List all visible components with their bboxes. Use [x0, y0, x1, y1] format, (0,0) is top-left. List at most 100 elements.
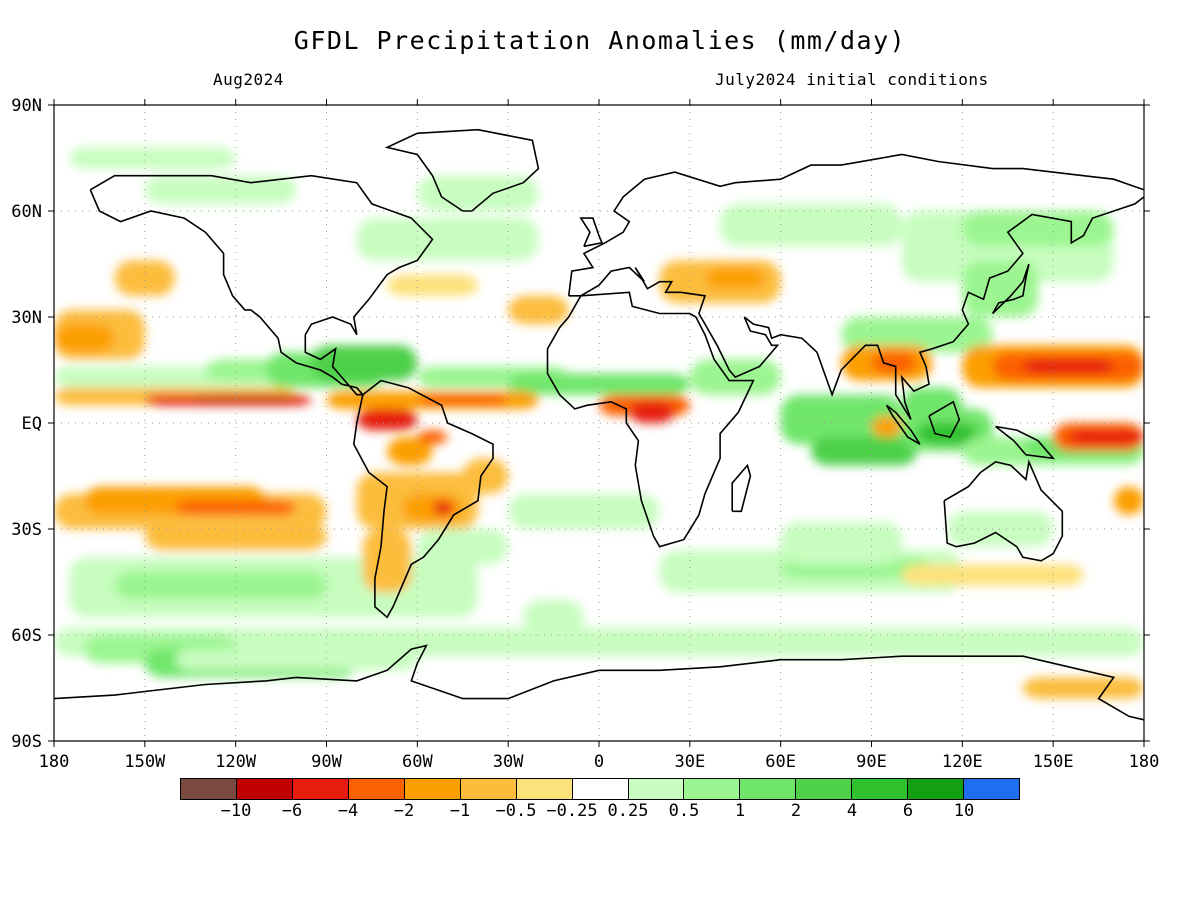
- anomaly-region: [780, 521, 902, 565]
- colorbar-swatch: [628, 779, 685, 799]
- anomaly-region: [356, 408, 418, 431]
- anomaly-region: [508, 493, 660, 529]
- anomaly-region: [901, 564, 1084, 586]
- colorbar-label: −6: [281, 801, 303, 821]
- anomaly-region: [704, 267, 766, 289]
- colorbar-label: −4: [337, 801, 359, 821]
- coastline: [928, 400, 961, 439]
- coastline: [943, 459, 1064, 562]
- anomaly-region: [432, 500, 454, 515]
- anomaly-region: [1068, 430, 1144, 445]
- lon-tick-label: 180: [39, 752, 70, 770]
- lon-tick-label: 0: [594, 752, 604, 770]
- map-title: GFDL Precipitation Anomalies (mm/day): [293, 26, 907, 55]
- axis-labels: 180 150W 120W 90W 60W 30W 0 30E 60E 90E 120E 150E 18…: [11, 96, 1159, 770]
- anomaly-region: [69, 147, 236, 169]
- anomaly-region: [810, 437, 917, 466]
- anomaly-region: [417, 529, 509, 565]
- lat-tick-label: 90S: [11, 732, 42, 752]
- anomaly-region: [901, 387, 963, 423]
- anomaly-region: [1113, 486, 1144, 515]
- colorbar-swatch: [460, 779, 517, 799]
- lon-tick-label: 150W: [124, 752, 166, 770]
- lat-lon-grid: [54, 105, 1144, 741]
- colorbar-swatch: [404, 779, 461, 799]
- lat-tick-label: 30N: [11, 308, 42, 328]
- anomaly-region: [175, 500, 297, 515]
- anomaly-region: [947, 511, 1054, 547]
- colorbar-swatch: [796, 779, 853, 799]
- colorbar-swatch: [964, 779, 1020, 799]
- anomaly-region: [114, 260, 176, 296]
- colorbar-swatch: [181, 779, 237, 799]
- anomaly-region: [175, 649, 418, 671]
- lon-tick-label: 120W: [215, 752, 257, 770]
- lon-tick-label: 60E: [765, 752, 796, 770]
- anomaly-region: [144, 175, 297, 204]
- anomaly-region: [356, 218, 539, 261]
- anomaly-region: [54, 324, 115, 353]
- anomaly-region: [508, 373, 690, 395]
- axis-ticks: [48, 99, 1150, 747]
- coastline: [579, 217, 604, 248]
- colorbar-label: 4: [846, 801, 858, 821]
- coastline: [991, 263, 1030, 315]
- anomaly-region: [720, 203, 902, 247]
- colorbar-swatch: [348, 779, 405, 799]
- anomaly-region: [871, 415, 902, 438]
- colorbar-label: 2: [790, 801, 802, 821]
- colorbar-swatch: [572, 779, 629, 799]
- coastlines: [54, 128, 1144, 721]
- init-conditions-label: July2024 initial conditions: [715, 70, 989, 89]
- coastline: [567, 153, 1144, 296]
- anomaly-region: [916, 423, 978, 445]
- anomaly-region: [629, 401, 675, 423]
- coastline: [885, 404, 921, 445]
- anomaly-region: [462, 458, 509, 494]
- colorbar-label: −1: [449, 801, 471, 821]
- anomaly-region: [417, 430, 448, 445]
- anomaly-region: [1022, 359, 1114, 374]
- colorbar-swatch: [908, 779, 965, 799]
- lat-tick-label: EQ: [22, 414, 42, 434]
- colorbar-swatch: [852, 779, 909, 799]
- coastline: [384, 128, 540, 212]
- lon-tick-label: 90E: [856, 752, 887, 770]
- coastline: [568, 196, 1144, 420]
- anomaly-region: [311, 345, 418, 381]
- coastline: [995, 425, 1056, 460]
- colorbar-swatch: [684, 779, 741, 799]
- anomaly-region: [1022, 677, 1144, 699]
- lat-tick-label: 30S: [11, 520, 42, 540]
- lon-tick-label: 150E: [1033, 752, 1074, 770]
- anomaly-region: [508, 295, 569, 325]
- lon-tick-label: 30E: [674, 752, 705, 770]
- lon-tick-label: 60W: [402, 752, 433, 770]
- coastline: [731, 463, 752, 513]
- colorbar-label: 10: [953, 801, 975, 821]
- anomaly-region: [387, 274, 478, 296]
- colorbar-label: −0.25: [546, 801, 598, 821]
- colorbar-swatch: [740, 779, 797, 799]
- colorbar-label: 0.25: [607, 801, 649, 821]
- lon-tick-label: 120E: [942, 752, 983, 770]
- anomaly-region: [780, 394, 902, 445]
- lat-tick-label: 60N: [11, 202, 42, 222]
- coastline: [89, 174, 434, 396]
- anomaly-region: [190, 394, 297, 402]
- coastline: [546, 291, 755, 548]
- coastline: [352, 379, 494, 619]
- anomaly-region: [114, 571, 327, 600]
- anomaly-region: [962, 211, 1114, 247]
- lat-tick-label: 60S: [11, 626, 42, 646]
- anomaly-region: [871, 352, 917, 374]
- colorbar-label: −0.5: [495, 801, 537, 821]
- anomaly-region: [387, 437, 433, 466]
- colorbar-swatch: [516, 779, 573, 799]
- colorbar: [180, 778, 1020, 800]
- lon-tick-label: 30W: [493, 752, 524, 770]
- lon-tick-label: 90W: [311, 752, 342, 770]
- colorbar-label: −10: [220, 801, 252, 821]
- colorbar-label: 1: [734, 801, 746, 821]
- valid-month-label: Aug2024: [213, 70, 284, 89]
